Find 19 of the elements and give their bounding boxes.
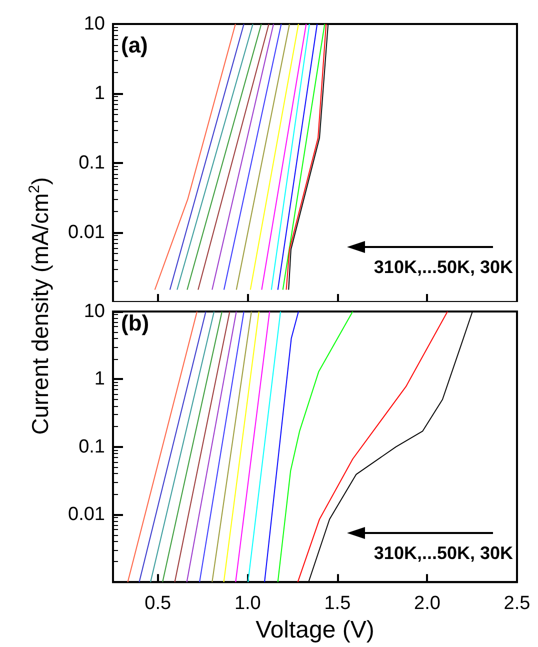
y-tick-label: 0.1 xyxy=(78,152,105,174)
x-tick-label: 2.0 xyxy=(414,593,440,614)
y-tick-label: 0.01 xyxy=(68,504,105,525)
x-tick-label: 2.5 xyxy=(504,593,530,614)
y-tick-label: 1 xyxy=(94,368,105,390)
y-tick-label: 0.01 xyxy=(68,222,105,243)
annotation: (a) xyxy=(121,32,148,58)
y-tick-label: 1 xyxy=(94,83,105,104)
x-tick-label: 1.0 xyxy=(234,593,261,614)
x-axis-title: Voltage (V) xyxy=(256,616,374,644)
x-tick-label: 1.5 xyxy=(324,593,351,614)
line-series xyxy=(277,311,354,583)
x-tick-label: 0.5 xyxy=(144,593,172,614)
y-tick-label: 10 xyxy=(84,301,105,322)
annotation: 310K,...50K, 30K xyxy=(374,257,513,277)
annotation: 310K,...50K, 30K xyxy=(374,543,513,563)
y-tick-label: 10 xyxy=(84,14,105,34)
annotation: (b) xyxy=(121,310,150,336)
y-tick-label: 0.1 xyxy=(78,436,105,458)
